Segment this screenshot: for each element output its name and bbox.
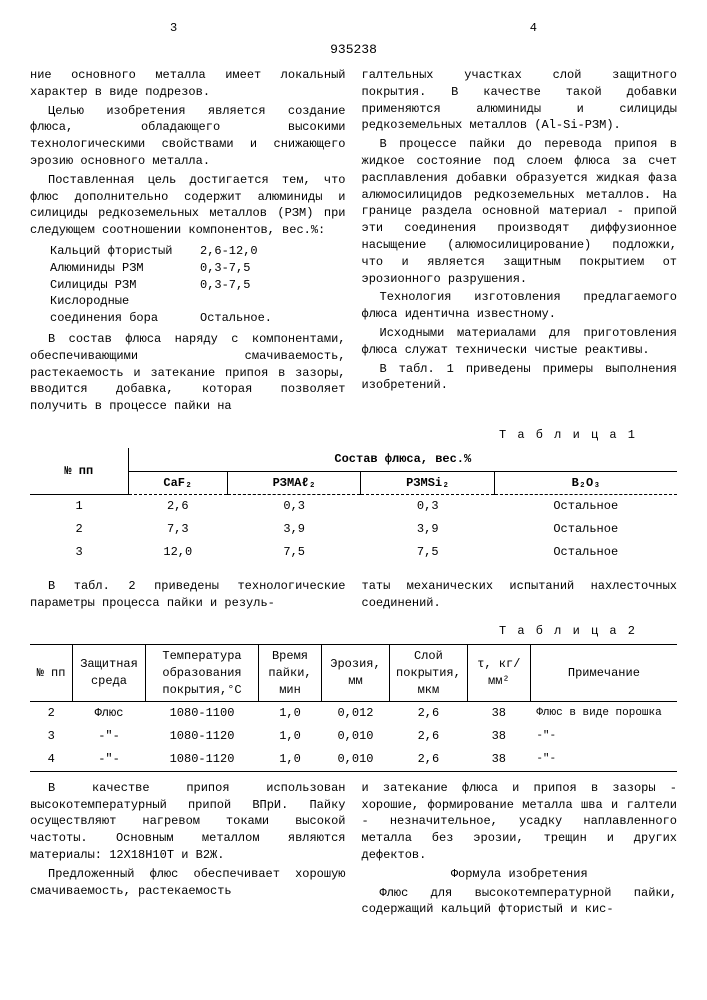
- para: Поставленная цель достигается тем, что ф…: [30, 172, 346, 239]
- upper-columns: ние основного металла имеет локальный ха…: [30, 67, 677, 417]
- t2-cell: 1,0: [259, 748, 322, 771]
- t2-cell: 38: [467, 702, 530, 725]
- t2-cell: Флюс в виде порошка: [530, 702, 677, 725]
- comp-val: 0,3-7,5: [200, 260, 250, 277]
- comp-val: Остальное.: [200, 310, 272, 327]
- t1-cell: 0,3: [227, 495, 361, 518]
- left-column: ние основного металла имеет локальный ха…: [30, 67, 346, 417]
- t2-cell: 38: [467, 725, 530, 748]
- para: В процессе пайки до перевода припоя в жи…: [362, 136, 678, 287]
- t1-group: Состав флюса, вес.%: [128, 448, 677, 471]
- t2-cell: 38: [467, 748, 530, 771]
- t2-cell: 2: [30, 702, 73, 725]
- t1-cell: Остальное: [495, 495, 678, 518]
- para: Исходными материалами для приготовления …: [362, 325, 678, 359]
- t1-cell: 12,0: [128, 541, 227, 564]
- t2-cell: 2,6: [390, 702, 468, 725]
- para: и затекание флюса и припоя в зазоры - хо…: [362, 780, 678, 864]
- para: Технология изготовления предлагаемого фл…: [362, 289, 678, 323]
- t2-cell: 2,6: [390, 748, 468, 771]
- para: таты механических испытаний нахлесточных…: [362, 578, 678, 612]
- para: В табл. 1 приведены примеры выполнения и…: [362, 361, 678, 395]
- t2-cell: 0,012: [322, 702, 390, 725]
- t2-h: Температура образования покрытия,°С: [146, 645, 259, 702]
- page-num-right: 4: [530, 20, 537, 37]
- t2-h: Эрозия, мм: [322, 645, 390, 702]
- t1-h: РЗМSi₂: [361, 471, 495, 495]
- t2-cell: -"-: [73, 748, 146, 771]
- table-2: № пп Защитная среда Температура образова…: [30, 644, 677, 772]
- t2-cell: Флюс: [73, 702, 146, 725]
- t2-h: τ, кг/мм²: [467, 645, 530, 702]
- bottom-columns: В качестве припоя использован высокотемп…: [30, 780, 677, 920]
- composition-list: Кальций фтористый2,6-12,0 Алюминиды РЗМ0…: [50, 243, 346, 327]
- t2-h: Примечание: [530, 645, 677, 702]
- comp-label: соединения бора: [50, 310, 200, 327]
- t2-cell: 0,010: [322, 725, 390, 748]
- t1-cell: 0,3: [361, 495, 495, 518]
- para: В табл. 2 приведены технологические пара…: [30, 578, 346, 612]
- t1-h: № пп: [30, 448, 128, 495]
- para: В качестве припоя использован высокотемп…: [30, 780, 346, 864]
- t1-cell: 7,5: [227, 541, 361, 564]
- comp-label: Кальций фтористый: [50, 243, 200, 260]
- t2-cell: 1,0: [259, 702, 322, 725]
- right-column: галтельных участках слой защитного покры…: [362, 67, 678, 417]
- t1-cell: 1: [30, 495, 128, 518]
- t1-h: CaF₂: [128, 471, 227, 495]
- t1-cell: 7,3: [128, 518, 227, 541]
- t1-cell: 2,6: [128, 495, 227, 518]
- comp-label: Силициды РЗМ: [50, 277, 200, 294]
- t2-h: Время пайки, мин: [259, 645, 322, 702]
- t2-cell: -"-: [530, 725, 677, 748]
- t1-cell: 3,9: [227, 518, 361, 541]
- t2-cell: 3: [30, 725, 73, 748]
- table1-caption: Т а б л и ц а 1: [30, 427, 677, 444]
- t1-cell: 7,5: [361, 541, 495, 564]
- para: ние основного металла имеет локальный ха…: [30, 67, 346, 101]
- mid-columns: В табл. 2 приведены технологические пара…: [30, 578, 677, 614]
- para: Флюс для высокотемпературной пайки, соде…: [362, 885, 678, 919]
- t2-cell: 2,6: [390, 725, 468, 748]
- para: В состав флюса наряду с компонентами, об…: [30, 331, 346, 415]
- comp-val: 2,6-12,0: [200, 243, 258, 260]
- page-num-left: 3: [170, 20, 177, 37]
- document-number: 935238: [30, 41, 677, 59]
- formula-title: Формула изобретения: [362, 866, 678, 883]
- para: Целью изобретения является создание флюс…: [30, 103, 346, 170]
- t2-cell: 4: [30, 748, 73, 771]
- t2-cell: 0,010: [322, 748, 390, 771]
- t2-h: № пп: [30, 645, 73, 702]
- t1-cell: 3: [30, 541, 128, 564]
- t1-h: B₂O₃: [495, 471, 678, 495]
- para: Предложенный флюс обеспечивает хорошую с…: [30, 866, 346, 900]
- t2-cell: -"-: [73, 725, 146, 748]
- comp-label: Алюминиды РЗМ: [50, 260, 200, 277]
- t1-h: РЗМАℓ₂: [227, 471, 361, 495]
- t2-cell: 1080-1120: [146, 725, 259, 748]
- t1-cell: 3,9: [361, 518, 495, 541]
- para: галтельных участках слой защитного покры…: [362, 67, 678, 134]
- t1-cell: 2: [30, 518, 128, 541]
- t2-h: Слой покрытия, мкм: [390, 645, 468, 702]
- t1-cell: Остальное: [495, 541, 678, 564]
- t2-cell: -"-: [530, 748, 677, 771]
- t2-cell: 1,0: [259, 725, 322, 748]
- comp-label: Кислородные: [50, 293, 200, 310]
- table2-caption: Т а б л и ц а 2: [30, 623, 677, 640]
- table-1: № пп Состав флюса, вес.% CaF₂ РЗМАℓ₂ РЗМ…: [30, 448, 677, 564]
- t2-h: Защитная среда: [73, 645, 146, 702]
- t2-cell: 1080-1100: [146, 702, 259, 725]
- comp-val: 0,3-7,5: [200, 277, 250, 294]
- t1-cell: Остальное: [495, 518, 678, 541]
- t2-cell: 1080-1120: [146, 748, 259, 771]
